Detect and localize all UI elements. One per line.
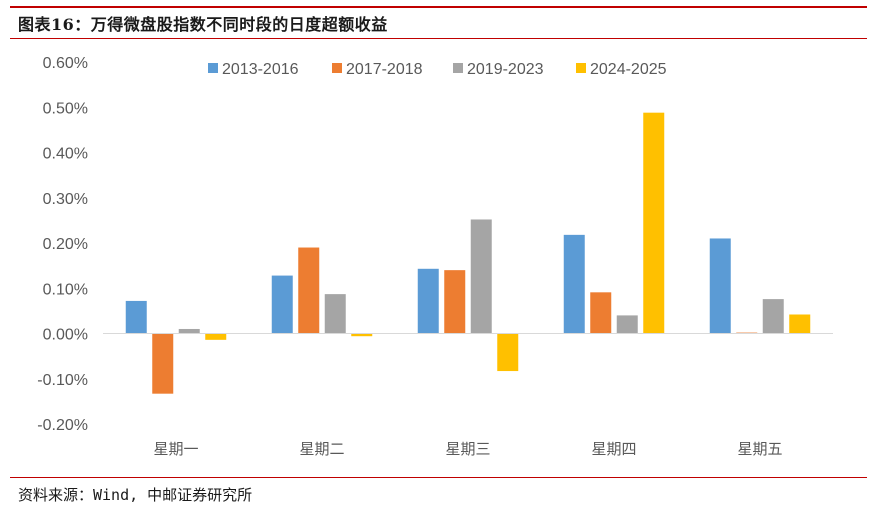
bar-2024-2025-星期二 (351, 333, 373, 337)
bar-2013-2016-星期一 (125, 300, 147, 334)
legend-label: 2013-2016 (222, 61, 299, 78)
legend-label: 2017-2018 (346, 61, 423, 78)
y-tick-label: -0.10% (37, 372, 88, 389)
bar-2019-2023-星期五 (762, 299, 784, 334)
bar-2013-2016-星期五 (709, 238, 731, 334)
y-tick-label: 0.30% (43, 191, 88, 208)
legend-label: 2024-2025 (590, 61, 667, 78)
bar-2017-2018-星期三 (444, 270, 466, 334)
x-category-label: 星期二 (299, 440, 344, 458)
y-tick-label: 0.60% (43, 55, 88, 72)
bar-2017-2018-星期四 (590, 292, 612, 334)
title-rule (10, 38, 867, 39)
y-tick-label: 0.00% (43, 327, 88, 344)
legend-swatch (576, 63, 586, 73)
bar-2013-2016-星期四 (563, 234, 585, 334)
y-tick-label: 0.40% (43, 146, 88, 163)
bar-2019-2023-星期一 (178, 328, 200, 334)
legend-swatch (208, 63, 218, 73)
y-tick-label: 0.50% (43, 100, 88, 117)
x-category-label: 星期五 (737, 440, 782, 458)
bar-2024-2025-星期三 (497, 333, 519, 372)
legend-swatch (332, 63, 342, 73)
source-note: 资料来源：Wind, 中邮证券研究所 (18, 486, 253, 504)
bar-2024-2025-星期一 (205, 333, 227, 340)
x-category-label: 星期一 (153, 440, 198, 458)
bar-2017-2018-星期一 (152, 333, 174, 394)
y-tick-label: 0.10% (43, 281, 88, 298)
y-tick-label: 0.20% (43, 236, 88, 253)
figure-title: 图表16：万得微盘股指数不同时段的日度超额收益 (18, 15, 388, 34)
bars (125, 112, 811, 394)
bar-2019-2023-星期三 (470, 219, 492, 334)
x-category-label: 星期四 (591, 440, 636, 458)
bar-2024-2025-星期五 (789, 314, 811, 334)
bar-2024-2025-星期四 (643, 112, 665, 334)
top-rule (10, 6, 867, 8)
bar-2019-2023-星期二 (324, 294, 346, 334)
y-tick-label: -0.20% (37, 417, 88, 434)
y-axis: 0.60% 0.50% 0.40% 0.30% 0.20% 0.10% 0.00% -0.10… (37, 55, 88, 434)
legend-label: 2019-2023 (467, 61, 544, 78)
legend-swatch (453, 63, 463, 73)
legend: 2013-2016 2017-2018 2019-2023 2024-2025 (208, 61, 667, 78)
bar-2019-2023-星期四 (616, 315, 638, 334)
x-axis: 星期一 星期二 星期三 星期四 星期五 (153, 440, 782, 458)
bar-2017-2018-星期二 (298, 247, 320, 334)
bar-2013-2016-星期三 (417, 268, 439, 334)
x-category-label: 星期三 (445, 440, 490, 458)
bar-2013-2016-星期二 (271, 275, 293, 334)
bottom-rule (10, 477, 867, 478)
bar-chart: 0.60% 0.50% 0.40% 0.30% 0.20% 0.10% 0.00% -0.10… (37, 55, 833, 458)
